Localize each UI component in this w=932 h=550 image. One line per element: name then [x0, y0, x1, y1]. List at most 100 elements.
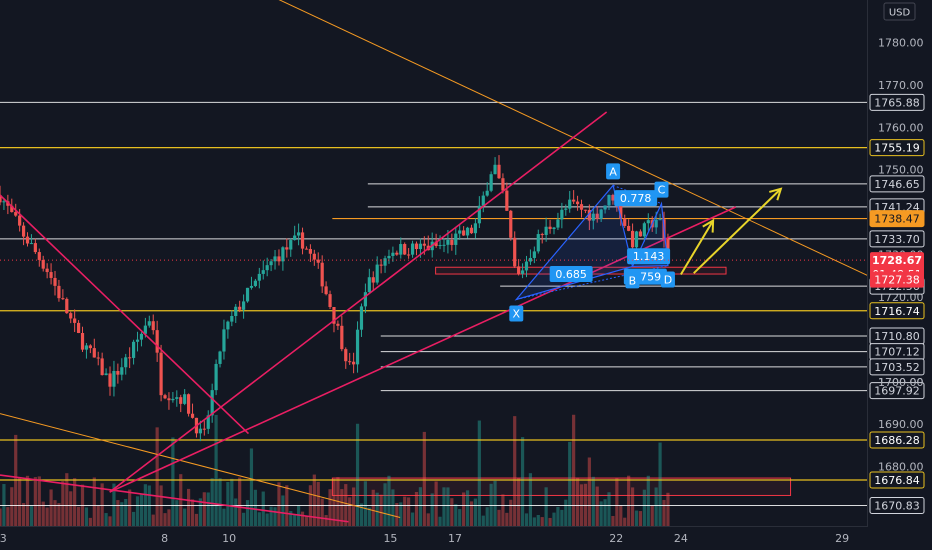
- candle-body: [69, 313, 73, 319]
- candle-body: [183, 394, 187, 404]
- volume-bar: [493, 480, 497, 526]
- candle-body: [371, 277, 375, 283]
- volume-bar: [564, 499, 568, 526]
- candle-body: [190, 413, 195, 418]
- candle-body: [120, 367, 124, 375]
- candle-body: [646, 220, 650, 224]
- volume-bar: [654, 487, 658, 526]
- volume-bar: [151, 514, 155, 526]
- level-price-badge: [869, 382, 925, 400]
- volume-bar: [222, 508, 226, 526]
- candle-body: [131, 341, 136, 358]
- candle-body: [76, 322, 81, 333]
- volume-bar: [450, 498, 454, 526]
- level-price-text: 1707.12: [874, 346, 920, 359]
- volume-bar: [627, 475, 631, 526]
- candle-body: [536, 234, 540, 252]
- volume-bar: [76, 506, 81, 526]
- candle-body: [308, 249, 312, 254]
- low-price-text: 1727.38: [874, 274, 920, 287]
- volume-bar: [128, 489, 132, 526]
- harmonic-point-marker: [660, 271, 675, 288]
- volume-bar: [524, 513, 529, 526]
- volume-bar: [348, 497, 352, 526]
- harmonic-point-label: B: [629, 274, 637, 287]
- candle-body: [587, 210, 591, 221]
- candle-body: [289, 240, 293, 250]
- level-price-text: 1755.19: [874, 142, 920, 155]
- harmonic-ratio-box: [549, 266, 593, 283]
- volume-bar: [104, 513, 108, 526]
- candle-body: [348, 361, 352, 363]
- candle-body: [575, 201, 580, 205]
- candle-body: [25, 236, 30, 244]
- harmonic-ratio-box: [627, 248, 671, 265]
- candle-body: [242, 301, 246, 310]
- volume-bar: [407, 497, 411, 526]
- volume-bar: [202, 492, 206, 526]
- candle-body: [230, 315, 234, 322]
- candle-body: [57, 285, 61, 299]
- volume-bar: [206, 492, 210, 526]
- volume-bar: [163, 513, 167, 526]
- trend-line: [0, 413, 401, 519]
- price-tick-label: 1780.00: [878, 36, 924, 49]
- volume-bar: [269, 506, 273, 526]
- candle-body: [450, 239, 454, 245]
- currency-label[interactable]: USD: [883, 2, 916, 21]
- candle-body: [391, 252, 395, 256]
- candle-body: [45, 268, 49, 273]
- candle-body: [159, 352, 163, 396]
- volume-bar: [116, 500, 120, 526]
- volume-bar: [190, 499, 195, 526]
- volume-bar: [634, 510, 639, 526]
- level-price-badge: [869, 139, 925, 157]
- candle-body: [202, 428, 206, 430]
- level-price-badge: [869, 358, 925, 376]
- level-price-text: 1746.65: [874, 178, 920, 191]
- volume-bar: [434, 481, 438, 526]
- candle-body: [206, 415, 210, 429]
- trend-line: [109, 111, 608, 493]
- volume-bar: [422, 431, 426, 526]
- candle-body: [163, 395, 167, 399]
- harmonic-point-label: A: [609, 165, 617, 178]
- volume-bar: [120, 502, 124, 526]
- candle-body: [147, 321, 151, 326]
- volume-bar: [249, 448, 254, 526]
- candle-body: [458, 230, 462, 234]
- volume-bar: [2, 484, 6, 526]
- volume-bar: [426, 513, 430, 526]
- candle-body: [112, 370, 116, 387]
- volume-bar: [387, 475, 391, 526]
- candle-body: [312, 253, 316, 260]
- volume-bar: [41, 501, 45, 526]
- candle-body: [387, 255, 391, 259]
- candle-body: [18, 215, 22, 226]
- time-axis[interactable]: [0, 526, 932, 550]
- candle-body: [619, 201, 623, 219]
- volume-bar: [536, 514, 540, 526]
- volume-bar: [112, 483, 116, 526]
- candle-body: [410, 243, 415, 255]
- volume-bar: [183, 508, 187, 526]
- projection-arrow: [679, 220, 714, 275]
- candle-body: [139, 333, 144, 340]
- volume-bar: [312, 474, 316, 526]
- volume-bar: [45, 507, 49, 526]
- time-tick-label: 22: [609, 532, 623, 545]
- candle-body: [171, 398, 175, 401]
- candle-body: [501, 178, 505, 191]
- volume-bar: [359, 503, 364, 526]
- levels-layer: [0, 101, 868, 507]
- time-tick-label: 24: [674, 532, 688, 545]
- volume-bar: [25, 475, 30, 526]
- volume-bar: [666, 492, 670, 526]
- volume-bar: [540, 517, 544, 526]
- volume-bar: [458, 509, 462, 526]
- candle-body: [273, 256, 277, 262]
- candle-body: [446, 239, 450, 245]
- level-price-badge: [869, 431, 925, 449]
- candle-body: [520, 270, 525, 274]
